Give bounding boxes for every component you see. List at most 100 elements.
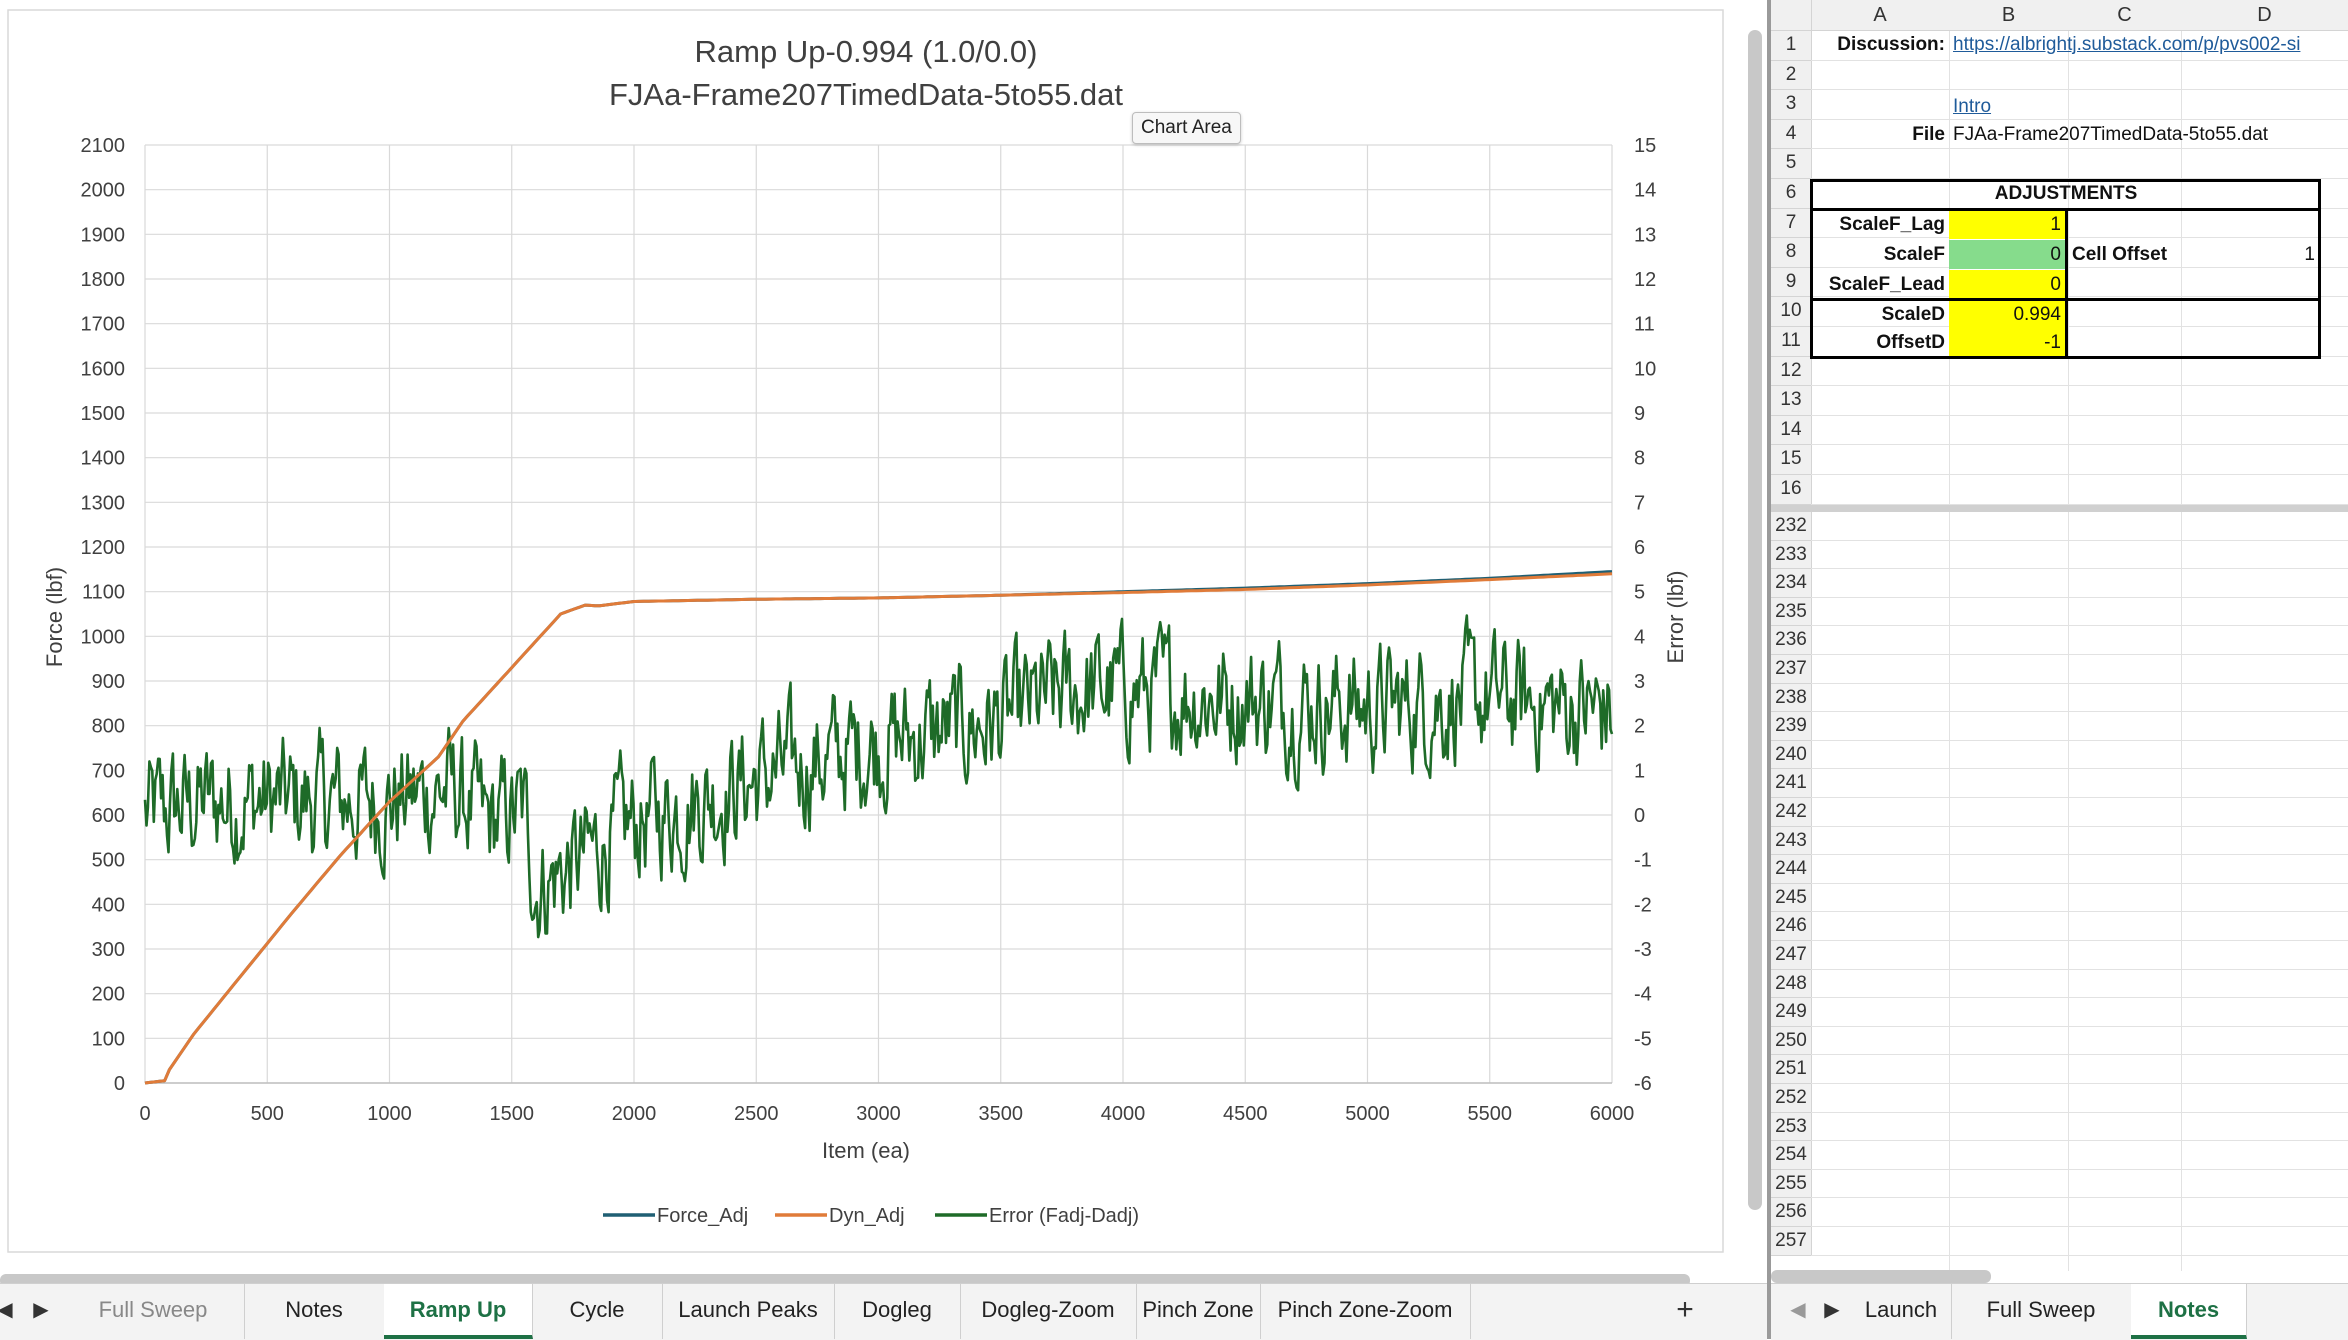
column-header-a[interactable]: A	[1811, 0, 1950, 31]
row-header[interactable]: 1	[1771, 31, 1812, 61]
cell-a4[interactable]: File	[1912, 124, 1945, 145]
column-header-c[interactable]: C	[2068, 0, 2182, 31]
y-tick-label: 2000	[81, 180, 126, 202]
row-header[interactable]: 5	[1771, 149, 1812, 179]
split-view-divider[interactable]	[1767, 0, 1771, 1339]
row-header[interactable]: 249	[1771, 998, 1812, 1027]
row-header[interactable]: 251	[1771, 1055, 1812, 1084]
cell-a8[interactable]: ScaleF	[1883, 244, 1945, 265]
table-border-left	[1810, 179, 1813, 359]
series-line-1	[144, 572, 1613, 1085]
scalef-lead-value[interactable]: 0	[1949, 270, 2065, 299]
offsetd-value[interactable]: -1	[1949, 329, 2065, 357]
row-header[interactable]: 16	[1771, 475, 1812, 505]
tab-ramp-up[interactable]: Ramp Up	[384, 1284, 533, 1339]
row-header[interactable]: 234	[1771, 569, 1812, 598]
freeze-pane-divider[interactable]	[1771, 505, 2348, 512]
cell-a11[interactable]: OffsetD	[1876, 332, 1945, 353]
tab-launch-peaks[interactable]: Launch Peaks	[662, 1284, 835, 1339]
spreadsheet-pane[interactable]: A B C D 1 2 3 4 5 6 7 8 9 10 11 12 13 14 15 16 232 233 234 235 2…	[1771, 0, 2348, 1339]
tab-launch[interactable]: Launch	[1851, 1284, 1952, 1339]
row-header[interactable]: 239	[1771, 712, 1812, 741]
row-header[interactable]: 243	[1771, 826, 1812, 856]
tab-pinch-zone-zoom[interactable]: Pinch Zone-Zoom	[1260, 1284, 1471, 1339]
row-header[interactable]: 244	[1771, 855, 1812, 884]
y2-tick-label: 2	[1634, 716, 1645, 738]
legend-entry: Error (Fadj-Dadj)	[989, 1205, 1139, 1227]
row-header[interactable]: 2	[1771, 60, 1812, 91]
tab-cycle[interactable]: Cycle	[532, 1284, 663, 1339]
tab-notes[interactable]: Notes	[2131, 1284, 2247, 1339]
row-header[interactable]: 12	[1771, 356, 1812, 387]
select-all-corner[interactable]	[1771, 0, 1812, 31]
row-header[interactable]: 246	[1771, 912, 1812, 941]
row-header[interactable]: 10	[1771, 297, 1812, 327]
row-gridline	[1811, 768, 2348, 770]
scaled-value[interactable]: 0.994	[1949, 300, 2065, 329]
horizontal-scrollbar-right[interactable]	[1771, 1270, 1991, 1283]
cell-a9[interactable]: ScaleF_Lead	[1828, 274, 1945, 295]
tab-next-icon[interactable]: ▶	[1824, 1299, 1840, 1321]
column-header-b[interactable]: B	[1949, 0, 2069, 31]
row-header[interactable]: 15	[1771, 445, 1812, 475]
scalef-lag-value[interactable]: 1	[1949, 210, 2065, 239]
add-sheet-icon[interactable]: +	[1676, 1293, 1694, 1326]
tab-prev-icon[interactable]: ◀	[0, 1299, 13, 1321]
row-header[interactable]: 235	[1771, 597, 1812, 627]
y2-tick-label: 15	[1634, 135, 1656, 157]
row-header[interactable]: 6	[1771, 179, 1812, 209]
discussion-link[interactable]: https://albrightj.substack.com/p/pvs002-…	[1953, 34, 2301, 55]
row-header[interactable]: 242	[1771, 798, 1812, 827]
file-name-cell[interactable]: FJAa-Frame207TimedData-5to55.dat	[1953, 124, 2269, 145]
tab-pinch-zone[interactable]: Pinch Zone	[1136, 1284, 1261, 1339]
row-header[interactable]: 253	[1771, 1112, 1812, 1142]
column-header-d[interactable]: D	[2181, 0, 2348, 31]
row-header[interactable]: 247	[1771, 941, 1812, 970]
row-header[interactable]: 245	[1771, 883, 1812, 913]
row-gridline	[1811, 968, 2348, 970]
cell-a1[interactable]: Discussion:	[1837, 34, 1945, 55]
vertical-scrollbar[interactable]	[1748, 30, 1762, 1210]
tab-next-icon[interactable]: ▶	[33, 1299, 49, 1321]
row-header[interactable]: 250	[1771, 1026, 1812, 1056]
row-header[interactable]: 254	[1771, 1141, 1812, 1170]
tab-prev-icon[interactable]: ◀	[1790, 1299, 1806, 1321]
row-header[interactable]: 248	[1771, 969, 1812, 999]
row-header[interactable]: 232	[1771, 512, 1812, 541]
row-header[interactable]: 233	[1771, 540, 1812, 570]
tab-full-sweep[interactable]: Full Sweep	[62, 1284, 245, 1339]
row-header[interactable]: 14	[1771, 415, 1812, 446]
row-header[interactable]: 252	[1771, 1084, 1812, 1113]
row-header[interactable]: 241	[1771, 769, 1812, 798]
row-header[interactable]: 240	[1771, 740, 1812, 770]
row-header[interactable]: 256	[1771, 1198, 1812, 1227]
row-header[interactable]: 11	[1771, 327, 1812, 357]
scalef-value[interactable]: 0	[1949, 240, 2065, 269]
row-header[interactable]: 4	[1771, 119, 1812, 150]
x-tick-label: 2000	[612, 1103, 657, 1125]
row-header[interactable]: 237	[1771, 655, 1812, 684]
row-header[interactable]: 13	[1771, 386, 1812, 416]
tab-dogleg[interactable]: Dogleg	[834, 1284, 961, 1339]
tab-full-sweep[interactable]: Full Sweep	[1951, 1284, 2132, 1339]
row-header[interactable]: 9	[1771, 267, 1812, 298]
tab-notes[interactable]: Notes	[244, 1284, 385, 1339]
row-header[interactable]: 3	[1771, 90, 1812, 120]
cell-a7[interactable]: ScaleF_Lag	[1839, 214, 1945, 235]
chart-area[interactable]: 0 500 1000 1500 2000 2500 3000 3500 4000 4500 5000…	[0, 0, 1767, 1283]
row-gridline	[1811, 1054, 2348, 1056]
row-header[interactable]: 236	[1771, 626, 1812, 655]
row-header[interactable]: 257	[1771, 1227, 1812, 1256]
adjustments-header[interactable]: ADJUSTMENTS	[1994, 183, 2138, 204]
row-header[interactable]: 238	[1771, 683, 1812, 713]
chart-sheet-pane[interactable]: 0 500 1000 1500 2000 2500 3000 3500 4000 4500 5000…	[0, 0, 1767, 1339]
row-header[interactable]: 255	[1771, 1169, 1812, 1199]
row-header[interactable]: 7	[1771, 208, 1812, 239]
intro-link[interactable]: Intro	[1953, 96, 1992, 117]
cell-offset-label[interactable]: Cell Offset	[2072, 244, 2168, 265]
row-gridline	[1811, 385, 2348, 387]
cell-offset-value[interactable]: 1	[2304, 244, 2315, 265]
tab-dogleg-zoom[interactable]: Dogleg-Zoom	[960, 1284, 1137, 1339]
row-header[interactable]: 8	[1771, 238, 1812, 268]
cell-a10[interactable]: ScaleD	[1881, 304, 1945, 325]
